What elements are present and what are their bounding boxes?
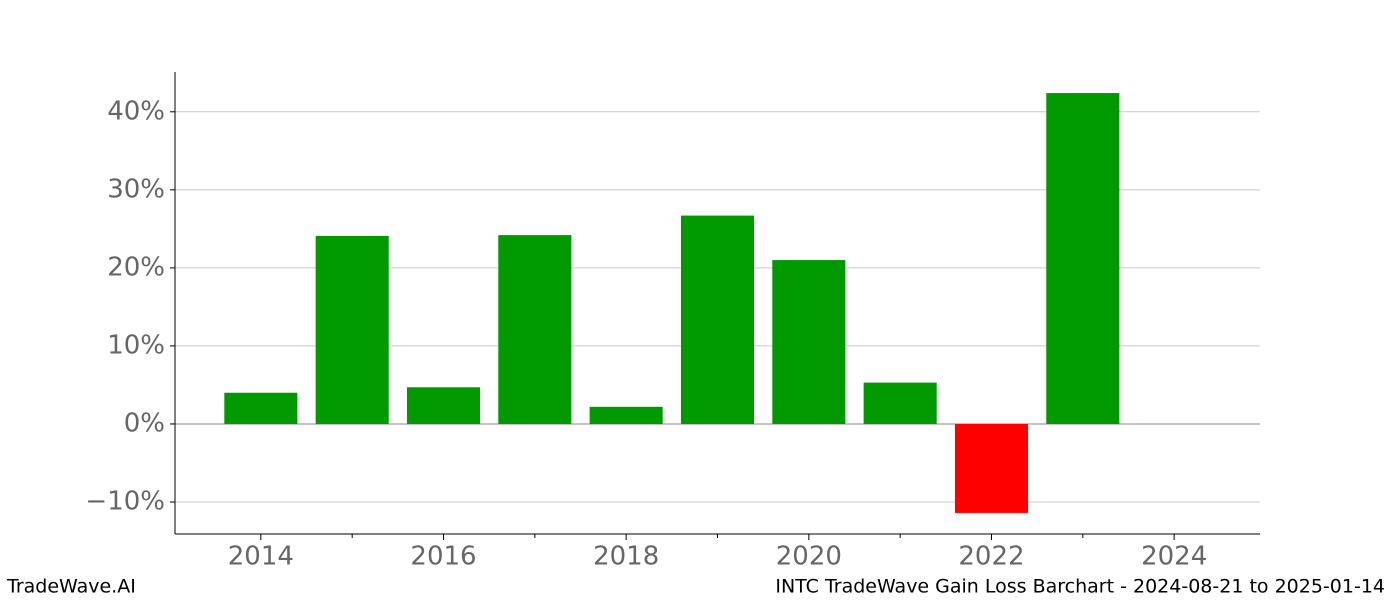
- bar: [1046, 93, 1120, 424]
- bar: [406, 387, 481, 424]
- x-tick-label: 2020: [776, 542, 842, 572]
- bar: [224, 392, 298, 424]
- watermark: TradeWave.AI: [6, 576, 136, 598]
- x-tick-label: 2018: [593, 542, 659, 572]
- x-tick-label: 2016: [410, 542, 476, 572]
- bar: [863, 382, 937, 424]
- bar: [680, 215, 755, 424]
- y-tick-label: 0%: [124, 408, 165, 438]
- bar: [954, 423, 1029, 513]
- bar: [589, 406, 663, 424]
- x-tick-label: 2024: [1141, 542, 1207, 572]
- bar: [498, 235, 572, 424]
- y-tick-label: 10%: [107, 330, 165, 360]
- chart-title: INTC TradeWave Gain Loss Barchart - 2024…: [775, 576, 1385, 598]
- bar: [315, 235, 389, 424]
- x-tick-label: 2022: [958, 542, 1024, 572]
- y-tick-label: 30%: [107, 174, 165, 204]
- x-tick-label: 2014: [228, 542, 294, 572]
- y-tick-label: 20%: [107, 252, 165, 282]
- y-tick-label: 40%: [107, 96, 165, 126]
- y-tick-label: −10%: [85, 487, 165, 517]
- bar: [772, 260, 846, 424]
